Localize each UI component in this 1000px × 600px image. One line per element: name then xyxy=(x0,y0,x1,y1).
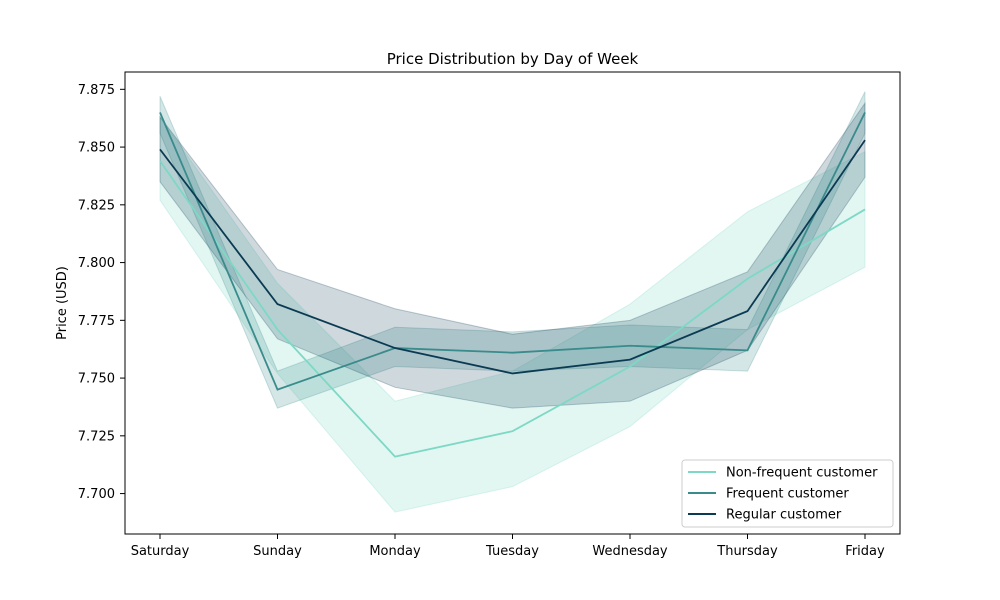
legend-label-regular-customer: Regular customer xyxy=(726,508,842,523)
x-tick-label: Sunday xyxy=(253,544,302,559)
legend: Non-frequent customer Frequent customer Re… xyxy=(681,459,894,528)
y-tick-label: 7.775 xyxy=(78,314,115,329)
legend-label-non-frequent-customer: Non-frequent customer xyxy=(726,466,878,481)
confidence-bands xyxy=(159,91,866,513)
band-non-frequent-customer xyxy=(159,115,866,513)
y-tick-label: 7.875 xyxy=(78,83,115,98)
y-tick-label: 7.850 xyxy=(78,141,115,156)
y-axis-label: Price (USD) xyxy=(55,266,70,340)
x-tick-label: Saturday xyxy=(131,544,190,559)
y-tick-label: 7.800 xyxy=(78,256,115,271)
legend-label-frequent-customer: Frequent customer xyxy=(726,487,849,502)
y-tick-label: 7.825 xyxy=(78,198,115,213)
x-tick-label: Wednesday xyxy=(592,544,668,559)
y-tick-label: 7.750 xyxy=(78,372,115,387)
band-frequent-customer xyxy=(159,91,866,409)
band-regular-customer xyxy=(159,101,866,409)
series-lines xyxy=(159,112,866,458)
chart-title: Price Distribution by Day of Week xyxy=(387,50,639,68)
y-tick-label: 7.700 xyxy=(78,487,115,502)
y-axis: 7.700 7.725 7.750 7.775 7.800 7.825 7.850 7.875 xyxy=(78,83,125,502)
x-axis: Saturday Sunday Monday Tuesday Wednesday Thur… xyxy=(131,534,885,559)
x-tick-label: Thursday xyxy=(716,544,778,559)
legend-box xyxy=(681,459,894,528)
y-tick-label: 7.725 xyxy=(78,429,115,444)
x-tick-label: Monday xyxy=(369,544,421,559)
x-tick-label: Tuesday xyxy=(485,544,539,559)
x-tick-label: Friday xyxy=(845,544,885,559)
